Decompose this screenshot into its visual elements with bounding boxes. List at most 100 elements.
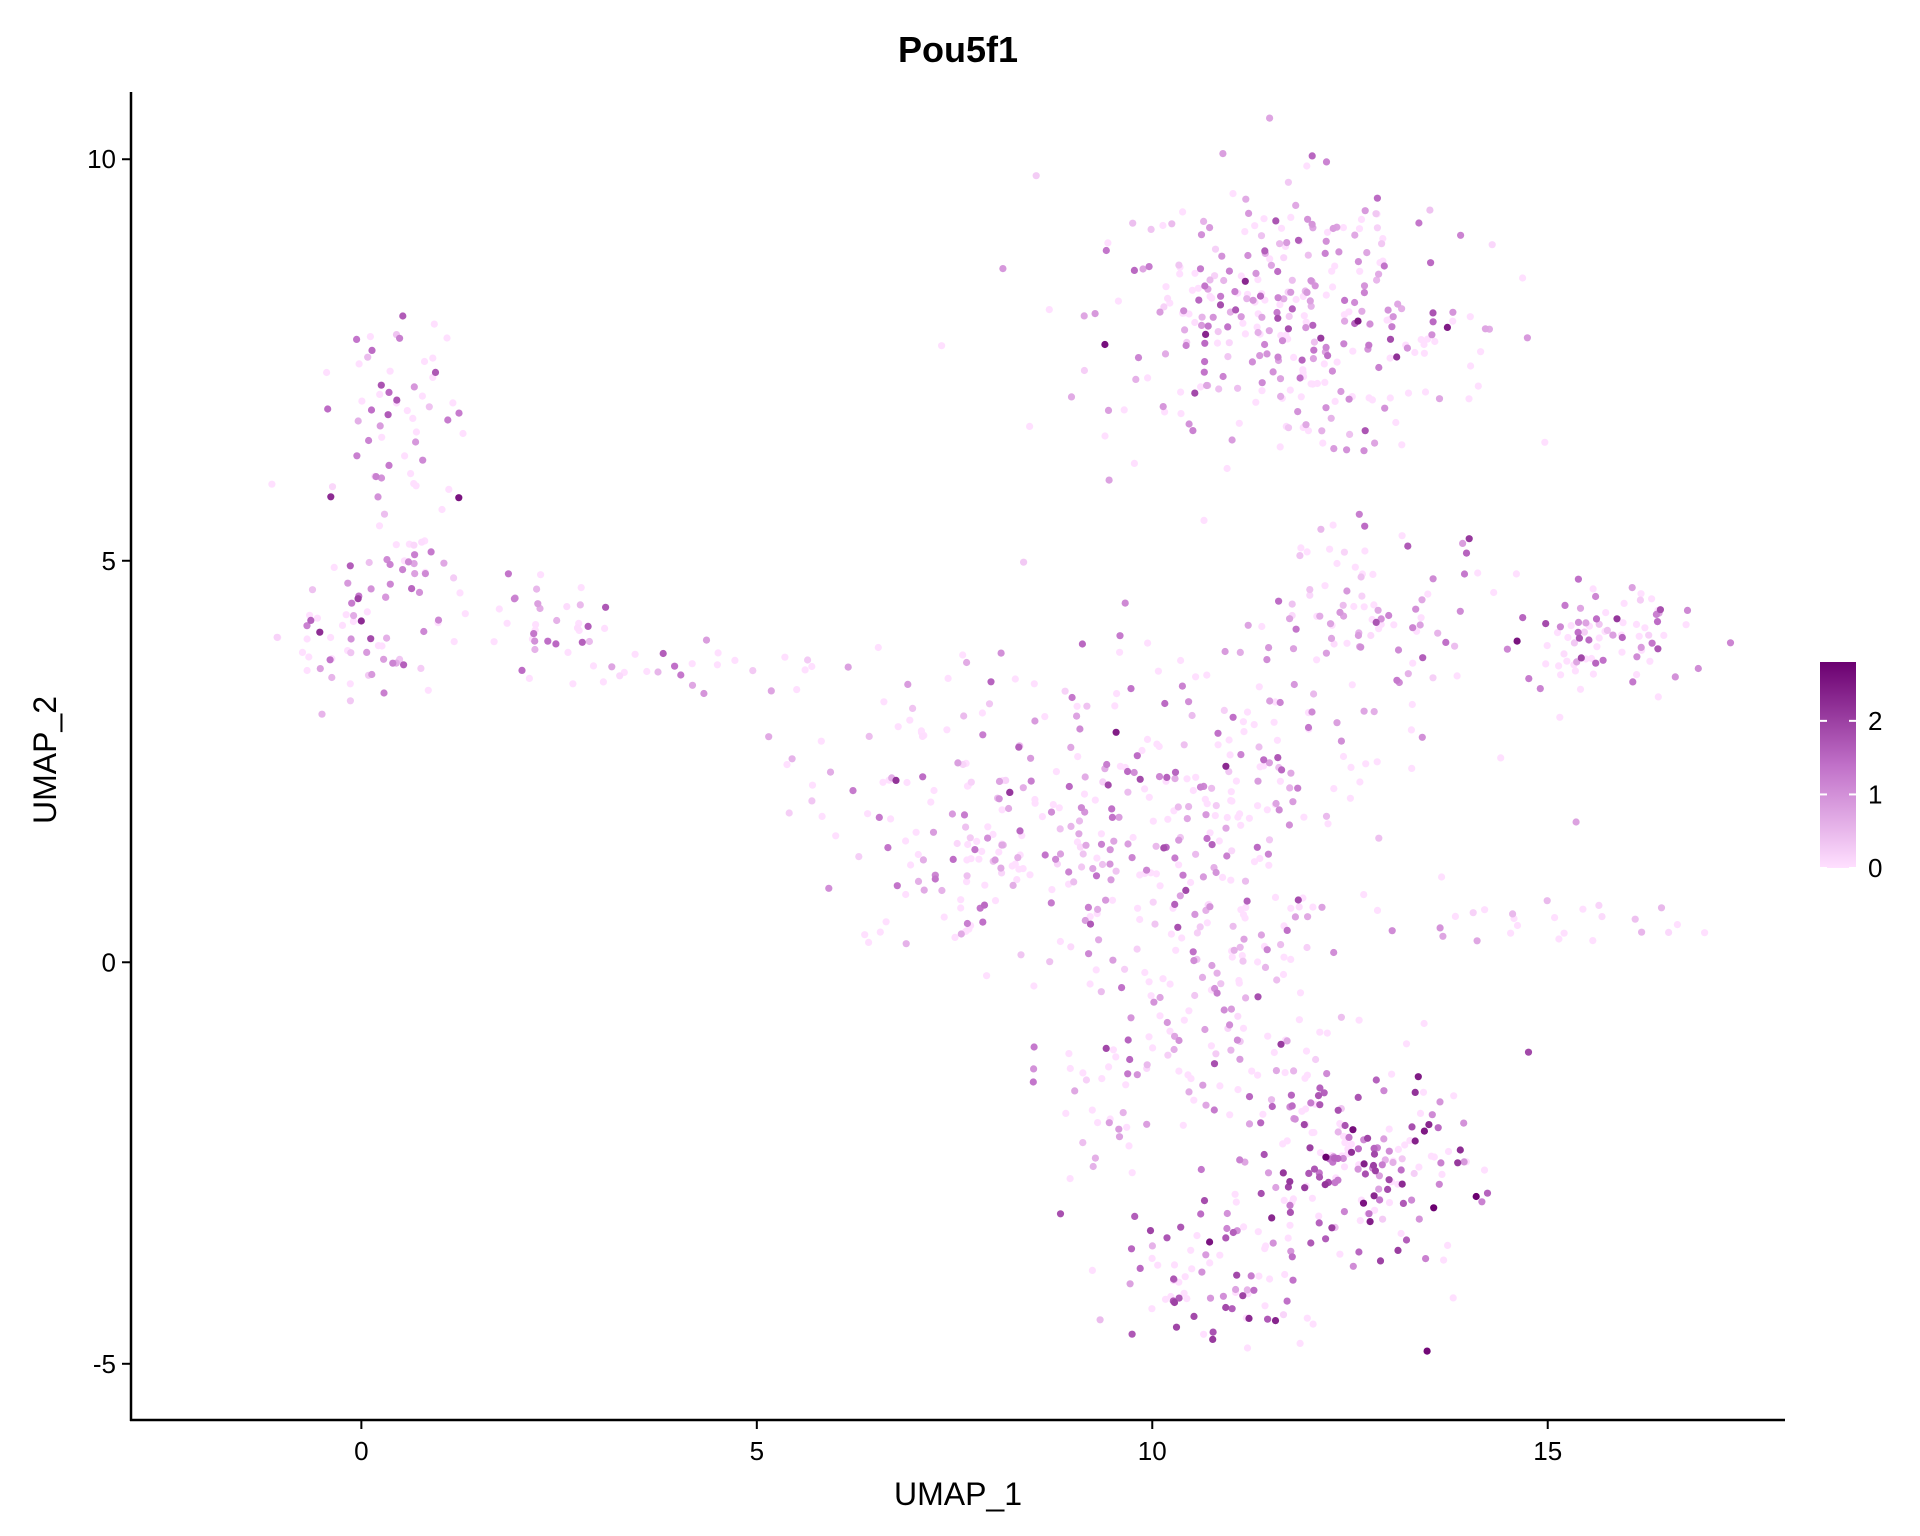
cell-point (1077, 804, 1085, 812)
cell-point (1329, 521, 1337, 529)
cell-point (411, 551, 419, 559)
cell-point (1089, 865, 1097, 873)
cell-point (377, 381, 385, 389)
cell-point (1280, 295, 1288, 303)
cell-point (1354, 317, 1362, 325)
cell-point (1354, 1165, 1362, 1173)
cell-point (1435, 1180, 1443, 1188)
cell-point (1378, 240, 1386, 248)
cell-point (1313, 656, 1321, 664)
cell-point (1209, 1328, 1217, 1336)
cell-point (1081, 916, 1089, 925)
cell-point (1209, 313, 1217, 321)
cell-point (1288, 276, 1296, 284)
cell-point (1113, 690, 1121, 698)
cell-point (864, 810, 872, 818)
cell-point (1130, 266, 1138, 274)
cell-point (392, 541, 400, 549)
cell-point (938, 886, 946, 895)
cell-point (991, 897, 1000, 905)
cell-point (1239, 319, 1247, 327)
cell-point (525, 674, 534, 683)
cell-point (1206, 829, 1214, 837)
cell-point (318, 710, 326, 718)
cell-point (998, 841, 1006, 849)
cell-point (1254, 1228, 1262, 1236)
cell-point (1206, 903, 1214, 911)
cell-point (1297, 544, 1305, 552)
cell-point (1302, 324, 1310, 332)
cell-point (1190, 1312, 1198, 1320)
cell-point (1303, 943, 1311, 952)
cell-point (1242, 195, 1250, 203)
cell-point (1483, 1189, 1492, 1197)
cell-point (1218, 252, 1226, 260)
cell-point (576, 601, 584, 609)
cell-point (1233, 1036, 1241, 1044)
cell-point (1328, 1224, 1336, 1232)
cell-point (1404, 389, 1413, 397)
cell-point (1300, 312, 1308, 320)
cell-point (1224, 323, 1232, 331)
cell-point (1402, 1236, 1411, 1244)
cell-point (427, 548, 435, 556)
cell-point (643, 667, 651, 676)
cell-point (1355, 1248, 1363, 1256)
cell-point (1055, 804, 1063, 812)
cell-point (353, 335, 361, 343)
cell-point (1067, 393, 1076, 401)
cell-point (1264, 850, 1272, 858)
cell-point (1106, 846, 1114, 854)
cell-point (1465, 395, 1473, 403)
cell-point (1407, 726, 1415, 734)
cell-point (1419, 1088, 1428, 1096)
cell-point (1306, 586, 1314, 594)
cell-point (1438, 873, 1446, 881)
cell-point (1260, 756, 1268, 764)
cell-point (1388, 1070, 1396, 1078)
cell-point (1595, 901, 1603, 910)
cell-point (1237, 272, 1245, 280)
cell-point (1268, 1102, 1276, 1111)
cell-point (1294, 784, 1302, 792)
cell-point (1340, 548, 1348, 556)
cell-point (1296, 1339, 1304, 1347)
cell-point (1192, 673, 1200, 681)
cell-point (975, 855, 983, 863)
cell-point (303, 622, 311, 630)
cell-point (1180, 1289, 1188, 1297)
cell-point (1322, 343, 1330, 351)
cell-point (1438, 1170, 1446, 1178)
cell-point (1267, 261, 1275, 269)
cell-point (1192, 773, 1200, 781)
cell-point (393, 396, 401, 404)
cell-point (1281, 1069, 1289, 1077)
cell-point (1250, 721, 1258, 729)
cell-point (1245, 1093, 1254, 1101)
cell-point (407, 470, 415, 478)
cell-point (1276, 301, 1284, 309)
cell-point (1283, 926, 1291, 935)
y-axis-title: UMAP_2 (27, 696, 63, 824)
cell-point (1216, 1082, 1224, 1090)
cell-point (1183, 815, 1191, 823)
cell-point (1088, 1106, 1096, 1114)
cell-point (1316, 1149, 1325, 1157)
cell-point (1130, 768, 1138, 777)
cell-point (1373, 276, 1381, 284)
cell-point (1193, 929, 1201, 937)
cell-point (1276, 375, 1285, 383)
cell-point (1141, 785, 1149, 793)
cell-point (1070, 878, 1078, 886)
cell-point (1136, 871, 1144, 879)
cell-point (1574, 575, 1582, 583)
cell-point (1303, 162, 1311, 170)
cell-point (1420, 1127, 1428, 1135)
cell-point (1236, 810, 1244, 818)
cell-point (1509, 910, 1517, 918)
cell-point (1013, 876, 1021, 884)
cell-point (1577, 654, 1585, 662)
cell-point (1251, 222, 1259, 230)
cell-point (443, 334, 451, 342)
cell-point (1185, 310, 1193, 318)
